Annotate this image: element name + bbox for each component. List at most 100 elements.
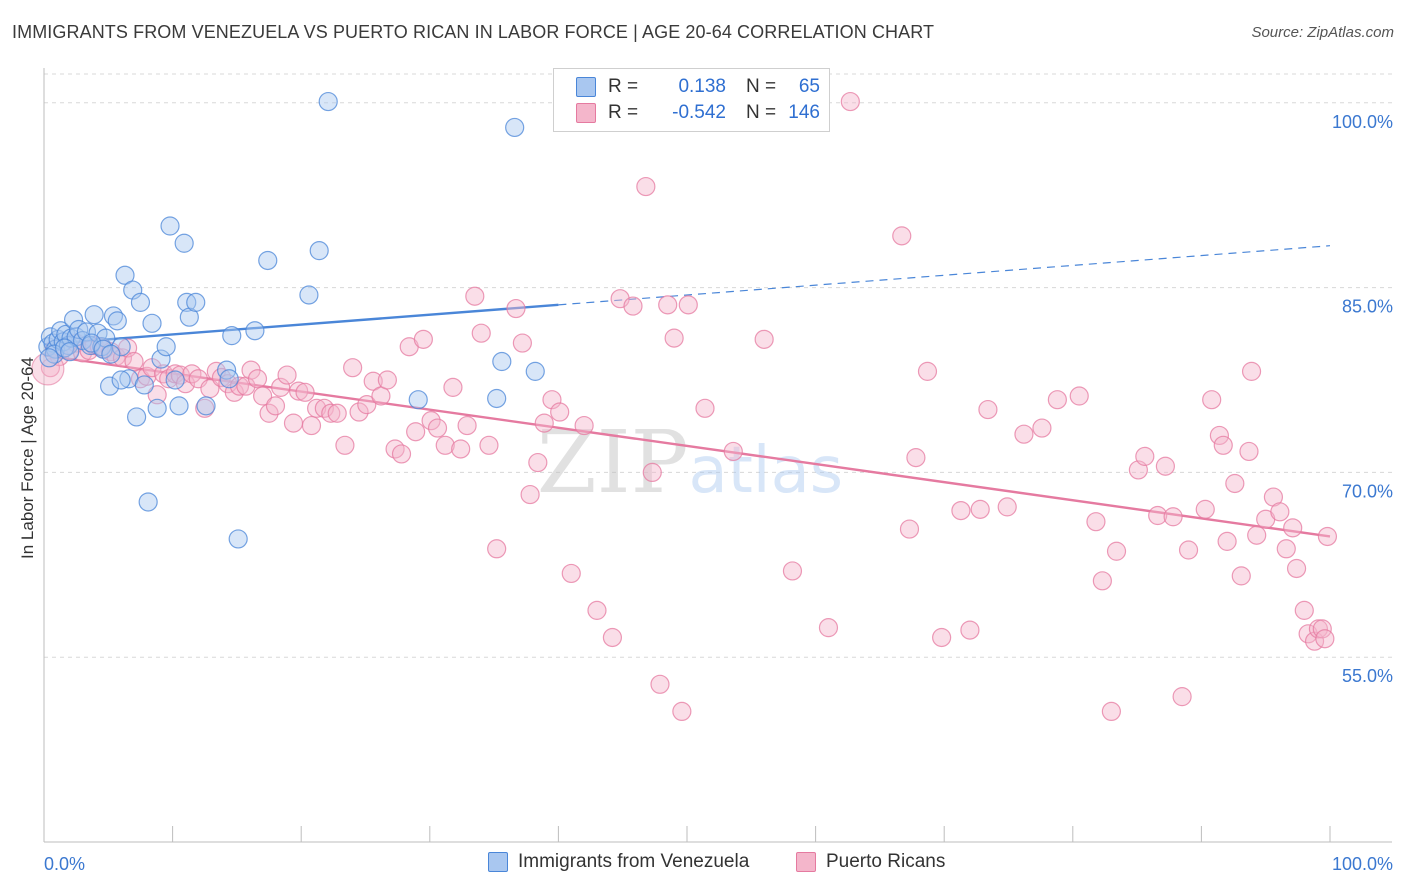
data-point-puerto-ricans — [413, 329, 433, 349]
data-point-puerto-ricans — [1101, 701, 1121, 722]
legend-n-label: N = — [746, 102, 777, 123]
data-point-puerto-ricans — [561, 563, 581, 584]
data-point-puerto-ricans — [406, 422, 426, 442]
data-point-puerto-ricans — [175, 374, 196, 394]
data-point-venezuela — [222, 326, 242, 346]
series-venezuela — [38, 91, 545, 549]
chart-title: IMMIGRANTS FROM VENEZUELA VS PUERTO RICA… — [12, 22, 935, 42]
data-point-venezuela — [44, 344, 64, 364]
data-point-puerto-ricans — [587, 600, 607, 620]
legend-row-venezuela: R = 0.138 N = 65 — [576, 75, 820, 99]
x-tick-label: 100.0% — [1332, 854, 1393, 874]
data-point-puerto-ricans — [1086, 512, 1106, 532]
data-point-puerto-ricans — [421, 411, 441, 431]
data-point-puerto-ricans — [307, 398, 327, 418]
data-point-puerto-ricans — [997, 497, 1017, 517]
data-point-puerto-ricans — [664, 328, 684, 348]
data-point-puerto-ricans — [182, 364, 202, 384]
data-point-venezuela — [487, 388, 507, 409]
data-point-puerto-ricans — [465, 286, 485, 306]
data-point-puerto-ricans — [1047, 390, 1067, 410]
data-point-puerto-ricans — [520, 484, 540, 505]
data-point-puerto-ricans — [283, 413, 304, 433]
trend-line-extension-blue — [558, 245, 1331, 306]
data-point-puerto-ricans — [435, 435, 455, 455]
data-point-venezuela — [84, 305, 104, 325]
data-point-puerto-ricans — [1172, 687, 1192, 707]
data-point-puerto-ricans — [487, 539, 507, 559]
legend-swatch-pink — [576, 103, 596, 123]
data-point-venezuela — [101, 344, 121, 364]
data-point-venezuela — [196, 396, 216, 416]
data-point-puerto-ricans — [1315, 629, 1335, 649]
data-point-puerto-ricans — [506, 298, 526, 319]
data-point-puerto-ricans — [229, 376, 250, 396]
data-point-puerto-ricans — [650, 674, 670, 694]
trend-line-pink — [43, 354, 1331, 538]
data-point-puerto-ricans — [391, 444, 412, 464]
data-point-puerto-ricans — [271, 377, 291, 397]
legend-r-label: R = — [608, 76, 639, 97]
data-point-venezuela — [107, 311, 127, 331]
data-point-puerto-ricans — [1294, 600, 1314, 620]
data-point-puerto-ricans — [1155, 456, 1175, 476]
data-point-venezuela — [318, 91, 338, 112]
data-point-puerto-ricans — [818, 618, 839, 638]
data-point-puerto-ricans — [457, 415, 477, 436]
data-point-puerto-ricans — [1286, 558, 1307, 579]
data-point-venezuela — [492, 351, 512, 372]
data-point-puerto-ricans — [377, 370, 397, 390]
legend-n-label: N = — [746, 76, 777, 97]
data-point-venezuela — [160, 216, 180, 236]
data-point-puerto-ricans — [314, 398, 334, 418]
data-point-venezuela — [134, 375, 154, 395]
data-point-puerto-ricans — [349, 402, 369, 422]
data-point-puerto-ricans — [479, 435, 499, 455]
legend-n-value: 65 — [798, 76, 820, 97]
data-point-puerto-ricans — [970, 499, 990, 519]
data-point-venezuela — [174, 233, 194, 253]
legend-swatch-blue — [488, 852, 508, 872]
y-axis-label: In Labor Force | Age 20-64 — [18, 357, 37, 559]
data-point-venezuela — [69, 319, 89, 340]
data-point-puerto-ricans — [1270, 502, 1290, 522]
data-point-puerto-ricans — [534, 413, 554, 433]
y-tick-label: 100.0% — [1332, 112, 1393, 132]
legend-swatch-pink — [796, 852, 816, 872]
data-point-venezuela — [299, 285, 319, 305]
data-point-puerto-ricans — [906, 448, 926, 468]
data-point-puerto-ricans — [443, 377, 463, 397]
data-point-puerto-ricans — [550, 402, 570, 422]
data-point-venezuela — [54, 338, 75, 358]
data-point-puerto-ricans — [427, 418, 448, 438]
data-point-puerto-ricans — [1231, 566, 1251, 586]
data-point-venezuela — [147, 398, 167, 418]
data-point-puerto-ricans — [892, 226, 912, 246]
data-point-puerto-ricans — [147, 385, 167, 405]
data-point-puerto-ricans — [782, 561, 803, 581]
data-point-venezuela — [258, 250, 278, 271]
data-point-puerto-ricans — [978, 399, 998, 420]
legend-item-venezuela: Immigrants from Venezuela — [488, 851, 749, 873]
data-point-puerto-ricans — [623, 296, 643, 316]
data-point-puerto-ricans — [1247, 525, 1267, 545]
data-point-venezuela — [39, 348, 59, 368]
data-point-puerto-ricans — [295, 382, 315, 402]
data-point-puerto-ricans — [1163, 507, 1183, 527]
data-point-venezuela — [156, 337, 176, 357]
data-point-puerto-ricans — [1213, 435, 1233, 455]
series-legend: Immigrants from Venezuela Puerto Ricans — [0, 851, 1406, 879]
data-point-puerto-ricans — [253, 386, 273, 406]
data-point-puerto-ricans — [343, 358, 363, 378]
y-tick-label: 55.0% — [1342, 666, 1393, 686]
data-point-venezuela — [126, 407, 147, 427]
data-point-puerto-ricans — [1106, 541, 1127, 561]
data-point-venezuela — [408, 390, 428, 410]
data-point-venezuela — [81, 333, 102, 353]
data-point-puerto-ricans — [1195, 499, 1215, 519]
legend-swatch-blue — [576, 77, 596, 97]
watermark: ZIPatlas — [537, 413, 843, 513]
data-point-puerto-ricans — [471, 323, 491, 343]
x-tick-label: 0.0% — [44, 854, 85, 874]
data-point-puerto-ricans — [960, 620, 980, 640]
